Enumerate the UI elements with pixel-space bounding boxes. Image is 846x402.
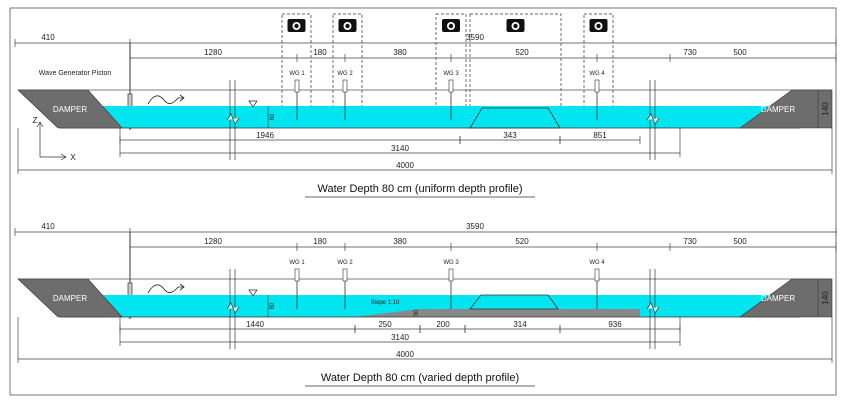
damper	[17, 278, 123, 318]
axis-arrows	[36, 121, 67, 161]
gauge-label: WG 4	[589, 71, 605, 77]
dimension-label: 4000	[396, 161, 414, 170]
dimension-label: 3140	[391, 333, 409, 342]
slope-label: Slope 1:10	[371, 300, 400, 306]
water-level-symbol	[248, 289, 258, 297]
gauge	[342, 79, 348, 93]
step-height-label: 30	[414, 309, 420, 316]
panel: 410 3590 1280 180 380 520 730 500 Slope 1:10 30 DA…	[14, 222, 837, 387]
dimension-label: 730	[683, 48, 697, 57]
gauge-label: WG 3	[443, 260, 459, 266]
damper-label: DAMPER	[761, 105, 795, 114]
camera-field	[469, 13, 562, 113]
tank-height-label: 140	[821, 291, 830, 305]
gauge	[294, 268, 300, 282]
dimension-label: 851	[593, 131, 607, 140]
axis-label: X	[70, 153, 76, 162]
wave-symbol	[147, 94, 185, 105]
dimension-label: 380	[393, 237, 407, 246]
gauge-label: WG 1	[289, 71, 305, 77]
camera-lens-inner	[596, 23, 601, 29]
camera-lens-inner	[294, 23, 299, 29]
camera-lens-inner	[448, 23, 454, 29]
gauge-label: WG 3	[443, 71, 459, 77]
water-depth-label: 80	[270, 302, 276, 309]
dimension-label: 1280	[204, 48, 222, 57]
dimension-label: 1440	[246, 320, 264, 329]
caption: Water Depth 80 cm (uniform depth profile…	[317, 183, 522, 195]
gauge-label: WG 2	[337, 260, 353, 266]
damper-label: DAMPER	[761, 294, 795, 303]
dimension-label: 410	[41, 33, 55, 42]
gauge	[594, 79, 600, 93]
camera-lens-inner	[345, 23, 350, 29]
piston-label: Wave Generator Piston	[39, 70, 112, 77]
dimension-label: 500	[733, 237, 747, 246]
dimension-label: 180	[313, 237, 327, 246]
dimension-label: 730	[683, 237, 697, 246]
dimension-label: 1946	[256, 131, 274, 140]
water-depth-label: 80	[270, 113, 276, 120]
gauge	[448, 268, 454, 282]
camera-lens-inner	[513, 23, 518, 29]
damper	[739, 89, 833, 129]
dimension-label: 4000	[396, 350, 414, 359]
gauge-label: WG 2	[337, 71, 353, 77]
damper	[739, 278, 833, 318]
gauge-label: WG 4	[589, 260, 605, 266]
dimension-label: 936	[608, 320, 622, 329]
raised-floor	[355, 309, 640, 317]
dimension-label: 520	[515, 48, 529, 57]
tank-height-label: 140	[821, 102, 830, 116]
dimension-label: 250	[378, 320, 392, 329]
break-symbol	[646, 302, 660, 314]
break-symbol	[646, 113, 660, 125]
caption: Water Depth 80 cm (varied depth profile)	[321, 372, 519, 384]
dimension-label: 410	[41, 222, 55, 231]
gauge	[594, 268, 600, 282]
damper-label: DAMPER	[53, 294, 87, 303]
water-level-symbol	[248, 100, 258, 108]
dimension-label: 500	[733, 48, 747, 57]
gauge	[342, 268, 348, 282]
frame	[9, 7, 837, 396]
gauge-label: WG 1	[289, 260, 305, 266]
dimension-label: 200	[436, 320, 450, 329]
gauge	[294, 79, 300, 93]
dimension-label: 380	[393, 48, 407, 57]
wave-symbol	[147, 283, 185, 294]
dimension-label: 180	[313, 48, 327, 57]
dimension-label: 1280	[204, 237, 222, 246]
break-symbol	[226, 113, 240, 125]
break-symbol	[226, 302, 240, 314]
structure	[469, 294, 559, 310]
dimension-label: 343	[503, 131, 517, 140]
water	[60, 106, 800, 128]
axis-label: Z	[33, 116, 38, 125]
gauge	[448, 79, 454, 93]
dimension-label: 520	[515, 237, 529, 246]
damper	[17, 89, 123, 129]
dimension-label: 3590	[466, 33, 484, 42]
panel: 410 3590 1280 180 380 520 730 500 DAMPER DAMPER Wa…	[14, 13, 837, 198]
dimension-label: 3590	[466, 222, 484, 231]
dimension-label: 314	[513, 320, 527, 329]
damper-label: DAMPER	[53, 105, 87, 114]
dimension-label: 3140	[391, 144, 409, 153]
